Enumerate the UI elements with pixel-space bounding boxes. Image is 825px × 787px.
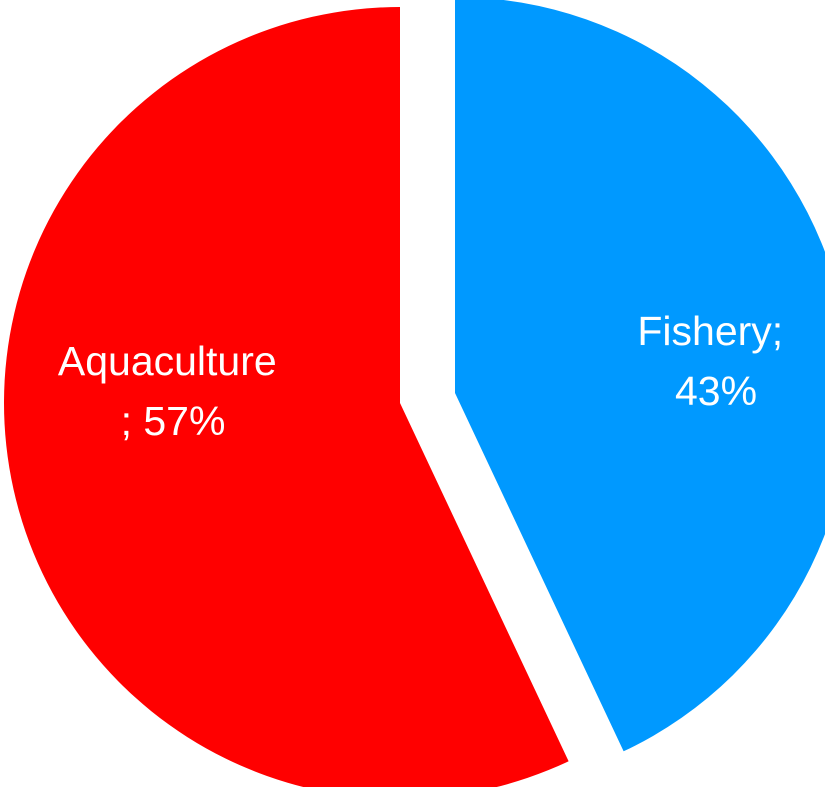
pie-label-fishery-line-2: 43% [675,368,757,414]
pie-label-fishery-line-1: Fishery; [637,308,783,354]
pie-label-fishery: Fishery; 43% [637,308,794,414]
pie-label-aquaculture-line-1: Aquaculture [58,338,277,384]
pie-label-aquaculture: Aquaculture ; 57% [58,338,288,444]
pie-slice-fishery [455,0,825,752]
pie-label-aquaculture-line-2: ; 57% [121,398,226,444]
pie-slice-aquaculture [4,7,569,787]
